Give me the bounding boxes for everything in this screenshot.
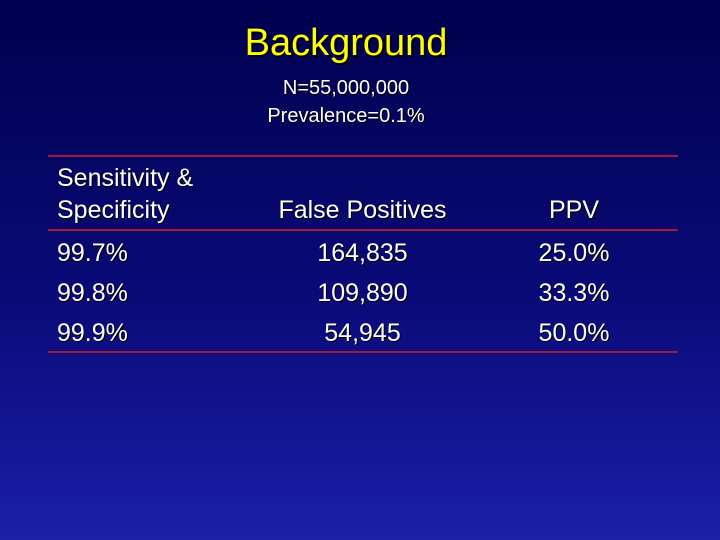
population-count: N=55,000,000 [282, 77, 410, 99]
table-top-rule [48, 155, 678, 157]
row-1-ppv: 25.0% [538, 239, 610, 267]
row-2-ppv: 33.3% [538, 279, 610, 307]
row-1-sens-spec: 99.7% [57, 239, 128, 267]
table-bottom-rule [48, 351, 678, 353]
header-sensitivity-line2: Specificity [57, 196, 170, 224]
header-ppv: PPV [548, 196, 600, 224]
row-1-false-positives: 164,835 [317, 239, 408, 267]
row-2-sens-spec: 99.8% [57, 279, 128, 307]
row-3-ppv: 50.0% [538, 319, 610, 347]
header-false-positives: False Positives [278, 196, 447, 224]
row-3-false-positives: 54,945 [324, 319, 401, 347]
header-sensitivity-line1: Sensitivity & [57, 164, 194, 192]
row-2-false-positives: 109,890 [317, 279, 408, 307]
slide-title: Background [244, 22, 448, 64]
prevalence: Prevalence=0.1% [267, 105, 425, 127]
table-header-rule [48, 229, 678, 231]
row-3-sens-spec: 99.9% [57, 319, 128, 347]
